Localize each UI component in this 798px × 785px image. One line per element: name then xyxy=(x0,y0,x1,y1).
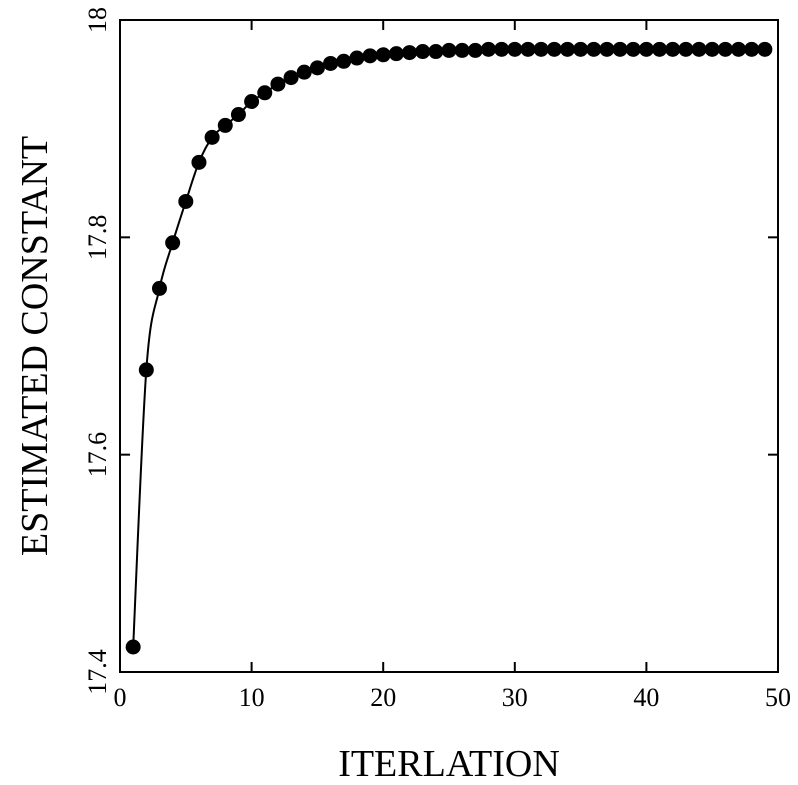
data-point xyxy=(415,44,431,60)
data-points xyxy=(125,41,773,655)
x-tick-label: 20 xyxy=(370,683,396,712)
data-point xyxy=(559,41,575,57)
data-point xyxy=(217,117,233,133)
data-point xyxy=(665,41,681,57)
x-tick-label: 0 xyxy=(114,683,127,712)
tick-labels: 0 10 20 30 40 50 17.4 17.6 17.8 18 xyxy=(83,7,791,712)
x-tick-label: 40 xyxy=(633,683,659,712)
data-point xyxy=(244,94,260,109)
data-point xyxy=(191,154,207,170)
data-point xyxy=(757,41,773,57)
series-line xyxy=(132,48,765,648)
plot-frame xyxy=(119,19,779,673)
data-point xyxy=(586,41,602,57)
ticks xyxy=(119,19,779,673)
data-point xyxy=(731,41,747,57)
y-tick-label: 17.4 xyxy=(83,649,112,695)
data-point xyxy=(178,193,194,209)
data-point xyxy=(138,362,154,378)
data-point xyxy=(533,41,549,57)
series-line-group xyxy=(132,48,765,648)
data-point xyxy=(520,41,536,57)
data-point xyxy=(599,41,615,57)
data-point xyxy=(454,42,470,58)
x-tick-label: 50 xyxy=(765,683,791,712)
data-point xyxy=(704,41,720,57)
data-point xyxy=(230,107,246,123)
data-point xyxy=(402,45,418,61)
data-point xyxy=(336,53,352,69)
data-point xyxy=(283,70,299,86)
data-point xyxy=(204,129,220,145)
data-point xyxy=(257,85,273,101)
data-point xyxy=(165,235,181,251)
y-tick-label: 17.6 xyxy=(83,432,112,478)
data-point xyxy=(428,44,444,60)
y-tick-label: 18 xyxy=(83,7,112,33)
data-point xyxy=(349,50,365,66)
data-point xyxy=(625,41,641,57)
data-point xyxy=(480,41,496,57)
data-point xyxy=(151,280,167,296)
data-point xyxy=(388,46,404,62)
data-point xyxy=(638,41,654,57)
data-point xyxy=(323,55,339,71)
data-point xyxy=(507,41,523,57)
x-tick-label: 10 xyxy=(239,683,265,712)
data-point xyxy=(441,42,457,58)
data-point xyxy=(573,41,589,57)
data-point xyxy=(309,60,325,76)
data-point xyxy=(362,48,378,64)
data-point xyxy=(652,41,668,57)
data-point xyxy=(744,41,760,57)
data-point xyxy=(375,47,391,63)
data-point xyxy=(612,41,628,57)
data-point xyxy=(125,639,141,655)
data-point xyxy=(717,41,733,57)
data-point xyxy=(270,76,286,92)
y-tick-label: 17.8 xyxy=(83,215,112,260)
data-point xyxy=(691,41,707,57)
x-tick-label: 30 xyxy=(502,683,528,712)
y-axis-title: ESTIMATED CONSTANT xyxy=(14,136,56,556)
data-point xyxy=(546,41,562,57)
data-point xyxy=(467,42,483,58)
data-point xyxy=(494,41,510,57)
x-axis-title: ITERLATION xyxy=(338,743,560,785)
data-point xyxy=(296,64,312,80)
data-point xyxy=(678,41,694,57)
